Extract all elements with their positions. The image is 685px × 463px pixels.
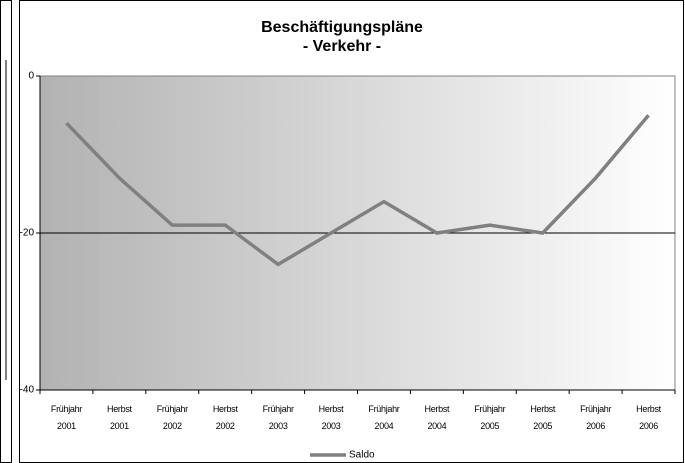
y-tick-label: 0 (28, 71, 34, 82)
chart-title: - Verkehr - (303, 38, 381, 55)
x-tick-label: Herbst 2004 (424, 404, 450, 431)
series-line (65, 114, 650, 267)
y-tick-label: -20 (20, 228, 35, 239)
x-tick-label: Herbst 2003 (318, 404, 344, 431)
x-tick-label: Herbst 2001 (107, 404, 132, 431)
x-tick-label: Frühjahr 2004 (368, 404, 400, 431)
x-tick-label: Frühjahr 2003 (262, 404, 294, 431)
x-tick-label: Frühjahr 2006 (580, 404, 612, 431)
x-tick-label: Herbst 2005 (530, 404, 556, 431)
x-tick-label: Frühjahr 2002 (156, 404, 188, 431)
legend-label: Saldo (349, 450, 375, 461)
y-tick-label: -40 (20, 385, 35, 396)
x-tick-label: Herbst 2002 (212, 404, 238, 431)
x-tick-label: Frühjahr 2005 (474, 404, 506, 431)
x-tick-label: Frühjahr 2001 (50, 404, 83, 431)
x-tick-label: Herbst 2006 (636, 404, 661, 431)
chart-title: Beschäftigungspläne (261, 19, 423, 36)
